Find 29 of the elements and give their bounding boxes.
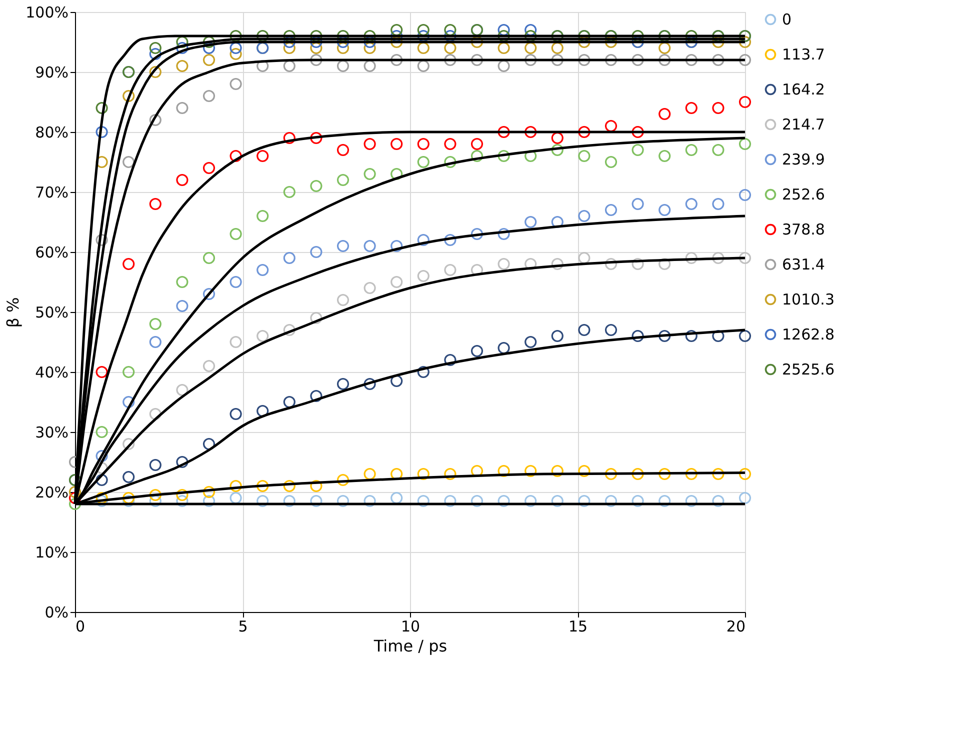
y-axis-title: β % xyxy=(4,297,23,328)
x-tick-label: 20 xyxy=(726,618,746,636)
legend-label: 1010.3 xyxy=(782,290,834,308)
legend-label: 2525.6 xyxy=(782,360,834,378)
x-tick-label: 5 xyxy=(238,618,248,636)
legend-label: 239.9 xyxy=(782,150,825,168)
y-tick-label: 70% xyxy=(35,184,68,202)
legend-label: 252.6 xyxy=(782,186,825,204)
y-tick-label: 40% xyxy=(35,364,68,382)
y-tick-label: 80% xyxy=(35,124,68,142)
legend-label: 378.8 xyxy=(782,220,825,238)
x-tick-label: 10 xyxy=(400,618,420,636)
x-axis-title: Time / ps xyxy=(372,636,448,656)
y-tick-label: 100% xyxy=(26,4,68,22)
y-tick-label: 10% xyxy=(35,544,68,562)
x-tick-label: 15 xyxy=(568,618,588,636)
y-tick-label: 60% xyxy=(35,244,68,262)
legend-label: 214.7 xyxy=(782,116,825,134)
y-tick-label: 50% xyxy=(35,304,68,322)
legend-label: 1262.8 xyxy=(782,326,834,344)
legend-label: 113.7 xyxy=(782,46,825,64)
y-tick-label: 30% xyxy=(35,424,68,442)
y-tick-label: 20% xyxy=(35,484,68,502)
legend-label: 0 xyxy=(782,10,792,28)
y-tick-label: 90% xyxy=(35,64,68,82)
x-tick-label: 0 xyxy=(76,618,86,636)
legend-label: 631.4 xyxy=(782,256,825,274)
legend-label: 164.2 xyxy=(782,80,825,98)
y-tick-label: 0% xyxy=(44,604,68,622)
